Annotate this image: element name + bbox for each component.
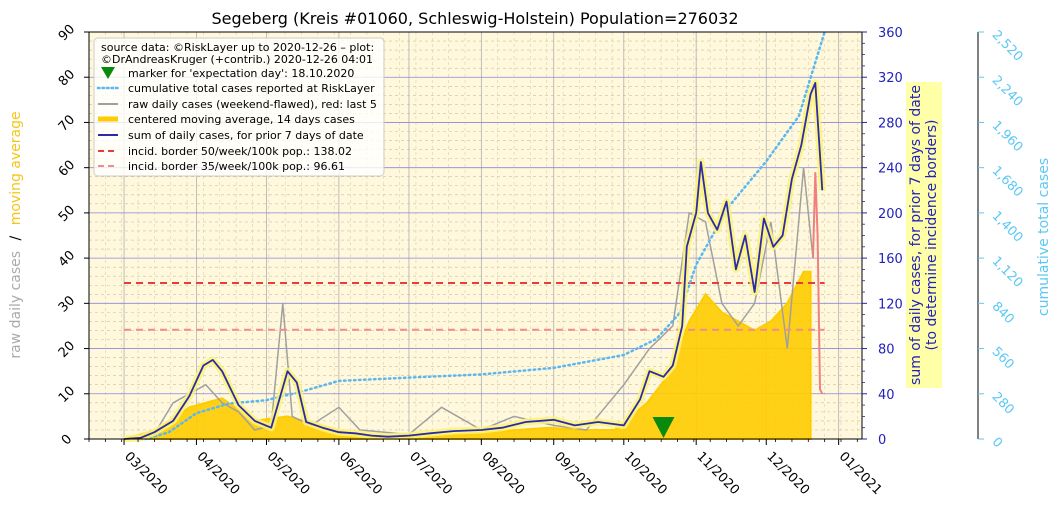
right1-label-bg (906, 82, 942, 388)
y-right2-tick-label: 1,400 (989, 209, 1026, 246)
right1-axis-label: sum of daily cases, for prior 7 days of … (908, 85, 940, 385)
legend-source-1: source data: ©RiskLayer up to 2020-12-26… (101, 41, 374, 54)
legend-cumulative-label: cumulative total cases reported at RiskL… (128, 82, 375, 95)
y-right1-tick-label: 240 (878, 162, 903, 177)
right1-axis-label-line2: (to determine incidence borders) (924, 120, 940, 351)
left-axis-label-sep: / (8, 235, 24, 240)
right1-axis-label-line1: sum of daily cases, for prior 7 days of … (908, 85, 924, 385)
x-tick-label: 06/2020 (336, 449, 385, 498)
chart-title: Segeberg (Kreis #01060, Schleswig-Holste… (211, 9, 738, 28)
left-axis-label-raw: raw daily cases (8, 251, 24, 359)
y-right1-tick-label: 80 (878, 343, 895, 358)
y-right2-tick-label: 280 (989, 390, 1017, 418)
x-tick-label: 01/2021 (836, 449, 885, 498)
legend-marker-icon (101, 67, 115, 79)
cumulative-line (143, 30, 826, 441)
right2-axis-label: cumulative total cases (1036, 158, 1052, 316)
legend-box (93, 37, 385, 177)
y-right2-tick-label: 1,960 (989, 118, 1026, 155)
y-right1-tick-label: 360 (878, 26, 903, 41)
y-right2-tick-label: 2,520 (989, 28, 1026, 65)
y-left-tick-label: 30 (56, 293, 78, 315)
expectation-day-marker (652, 417, 675, 438)
y-right1-tick-label: 320 (878, 71, 903, 86)
y-left-tick-label: 40 (56, 248, 78, 270)
y-right1-tick-label: 40 (878, 388, 895, 403)
legend: source data: ©RiskLayer up to 2020-12-26… (93, 37, 385, 177)
x-tick-label: 04/2020 (194, 449, 243, 498)
y-right1-tick-label: 160 (878, 252, 903, 267)
x-tick-label: 07/2020 (406, 449, 455, 498)
y-right1-tick-label: 280 (878, 116, 903, 131)
y-right2-tick-label: 2,240 (989, 73, 1026, 110)
x-tick-label: 05/2020 (264, 449, 313, 498)
y-right2-tick-label: 1,120 (989, 254, 1026, 291)
legend-source-2: ©DrAndreasKruger (+contrib.) 2020-12-26 … (101, 53, 373, 66)
y-left-tick-label: 10 (56, 384, 78, 406)
legend-ma-label: centered moving average, 14 days cases (128, 113, 355, 126)
x-tick-label: 09/2020 (551, 449, 600, 498)
x-tick-label: 12/2020 (763, 449, 812, 498)
left-axis-label-ma: moving average (8, 111, 24, 225)
legend-sum7-label: sum of daily cases, for prior 7 days of … (128, 129, 364, 142)
y-right2-tick-label: 560 (989, 344, 1017, 372)
legend-border50-label: incid. border 50/week/100k pop.: 138.02 (128, 145, 352, 158)
legend-border35-label: incid. border 35/week/100k pop.: 96.61 (128, 160, 345, 173)
x-tick-label: 11/2020 (693, 449, 742, 498)
x-tick-label: 08/2020 (479, 449, 528, 498)
legend-raw-label: raw daily cases (weekend-flawed), red: l… (128, 98, 377, 111)
y-left-tick-label: 70 (56, 112, 78, 134)
left-axis-label: raw daily cases / moving average (8, 111, 24, 358)
right2-axis-label-text: cumulative total cases (1036, 158, 1052, 316)
y-left-tick-label: 50 (56, 203, 78, 225)
y-right1-tick-label: 0 (878, 433, 886, 448)
svg-text:raw daily cases /: raw daily cases / moving average (8, 111, 24, 358)
y-left-tick-label: 0 (59, 432, 75, 448)
y-left-tick-label: 80 (56, 67, 78, 89)
y-right1-tick-label: 200 (878, 207, 903, 222)
sum7-line (123, 82, 824, 440)
y-right2-tick-label: 0 (989, 435, 1005, 451)
y-left-tick-label: 60 (56, 158, 78, 180)
legend-marker-label: marker for 'expectation day': 18.10.2020 (128, 67, 354, 80)
x-tick-label: 10/2020 (621, 449, 670, 498)
x-tick-label: 03/2020 (121, 449, 170, 498)
series-layer (123, 30, 826, 443)
y-right2-tick-label: 840 (989, 299, 1017, 327)
y-left-tick-label: 20 (56, 338, 78, 360)
raw-daily-last5-line (812, 172, 824, 395)
y-right2-tick-label: 1,680 (989, 163, 1026, 200)
y-right1-tick-label: 120 (878, 297, 903, 312)
y-left-tick-label: 90 (56, 22, 78, 44)
